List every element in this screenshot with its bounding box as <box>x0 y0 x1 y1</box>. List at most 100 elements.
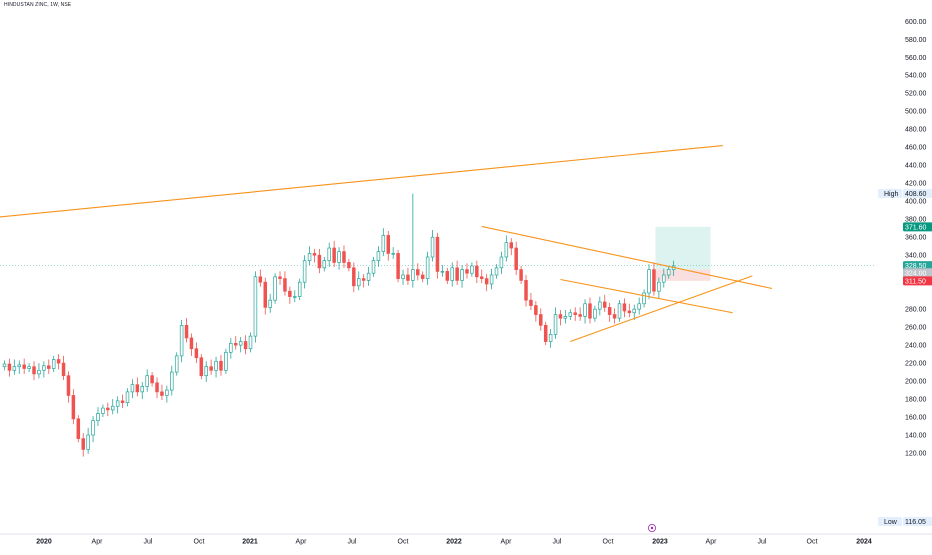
candle-body[interactable] <box>519 269 523 281</box>
candle-body[interactable] <box>2 363 7 368</box>
candle-body[interactable] <box>238 341 243 346</box>
candle-body[interactable] <box>96 413 100 421</box>
candle-body[interactable] <box>199 357 204 377</box>
candle-body[interactable] <box>371 260 376 274</box>
candle-body[interactable] <box>278 276 282 279</box>
candle-body[interactable] <box>494 267 499 276</box>
candle-body[interactable] <box>293 296 297 298</box>
candle-body[interactable] <box>150 375 154 384</box>
candle-body[interactable] <box>184 324 189 339</box>
candle-body[interactable] <box>411 269 415 281</box>
candle-body[interactable] <box>174 355 179 373</box>
candle-body[interactable] <box>509 242 514 249</box>
candle-body[interactable] <box>189 337 194 350</box>
candle-body[interactable] <box>219 360 223 371</box>
candle-body[interactable] <box>460 269 464 281</box>
candle-body[interactable] <box>81 438 85 450</box>
candle-body[interactable] <box>101 407 105 414</box>
trendline[interactable] <box>570 275 753 343</box>
candle-body[interactable] <box>91 420 95 436</box>
candle-body[interactable] <box>416 269 420 276</box>
candle-body[interactable] <box>445 271 450 281</box>
candle-body[interactable] <box>666 269 671 276</box>
candle-body[interactable] <box>243 341 248 350</box>
candle-body[interactable] <box>376 251 381 261</box>
candle-body[interactable] <box>553 314 558 335</box>
candle-body[interactable] <box>593 308 597 319</box>
candle-body[interactable] <box>160 391 164 396</box>
candle-body[interactable] <box>578 314 582 317</box>
candle-body[interactable] <box>632 308 637 314</box>
candle-body[interactable] <box>470 265 474 274</box>
long-position-stop-zone[interactable] <box>655 269 711 281</box>
candle-body[interactable] <box>662 274 666 283</box>
candle-body[interactable] <box>332 247 336 263</box>
candle-body[interactable] <box>209 366 213 371</box>
candle-body[interactable] <box>268 299 272 308</box>
candle-body[interactable] <box>479 276 484 279</box>
candle-body[interactable] <box>145 375 149 387</box>
trendline[interactable] <box>0 145 723 218</box>
candle-body[interactable] <box>598 301 602 310</box>
candle-body[interactable] <box>430 236 435 258</box>
candle-body[interactable] <box>51 359 56 369</box>
candle-body[interactable] <box>322 260 327 269</box>
candle-body[interactable] <box>435 236 440 272</box>
candle-body[interactable] <box>361 278 366 281</box>
candle-body[interactable] <box>455 267 459 281</box>
candle-body[interactable] <box>440 271 445 273</box>
candle-body[interactable] <box>652 269 656 292</box>
candle-body[interactable] <box>61 362 66 377</box>
candle-body[interactable] <box>288 290 292 297</box>
candle-body[interactable] <box>263 281 268 308</box>
candle-body[interactable] <box>214 360 218 371</box>
trendline[interactable] <box>481 225 773 290</box>
candle-body[interactable] <box>22 364 26 369</box>
candle-body[interactable] <box>115 400 120 407</box>
candle-body[interactable] <box>563 316 568 319</box>
candle-body[interactable] <box>524 280 528 301</box>
candle-body[interactable] <box>155 382 159 393</box>
candle-body[interactable] <box>302 260 307 283</box>
candle-body[interactable] <box>140 386 145 393</box>
candle-body[interactable] <box>86 434 90 450</box>
candle-body[interactable] <box>529 299 533 306</box>
trendline[interactable] <box>560 278 733 314</box>
candle-body[interactable] <box>12 366 17 371</box>
candle-body[interactable] <box>475 265 479 278</box>
candle-body[interactable] <box>194 348 199 359</box>
candle-body[interactable] <box>568 312 573 317</box>
candle-body[interactable] <box>406 274 410 281</box>
candle-body[interactable] <box>110 405 115 411</box>
candle-body[interactable] <box>617 303 622 319</box>
candle-body[interactable] <box>342 251 346 263</box>
candle-body[interactable] <box>420 274 425 279</box>
candle-body[interactable] <box>607 307 612 315</box>
candle-body[interactable] <box>504 242 509 258</box>
candle-body[interactable] <box>312 253 317 256</box>
candle-body[interactable] <box>588 303 592 319</box>
candle-body[interactable] <box>386 235 391 254</box>
candle-body[interactable] <box>307 253 312 261</box>
candle-body[interactable] <box>283 278 287 292</box>
candle-body[interactable] <box>558 314 563 319</box>
candle-body[interactable] <box>425 256 430 279</box>
candle-body[interactable] <box>499 256 504 269</box>
event-marker-icon[interactable] <box>648 524 657 533</box>
candle-body[interactable] <box>622 303 627 312</box>
candle-body[interactable] <box>76 418 81 439</box>
candle-body[interactable] <box>317 254 322 269</box>
candle-body[interactable] <box>637 303 641 310</box>
candle-body[interactable] <box>347 262 351 269</box>
candle-body[interactable] <box>179 324 184 357</box>
candle-body[interactable] <box>396 253 400 279</box>
candle-body[interactable] <box>612 314 617 319</box>
candle-body[interactable] <box>125 391 130 404</box>
candle-body[interactable] <box>627 310 632 314</box>
candle-body[interactable] <box>7 363 12 371</box>
candle-body[interactable] <box>170 371 174 391</box>
candle-body[interactable] <box>204 366 208 377</box>
candle-body[interactable] <box>32 366 36 375</box>
candle-body[interactable] <box>366 272 371 281</box>
